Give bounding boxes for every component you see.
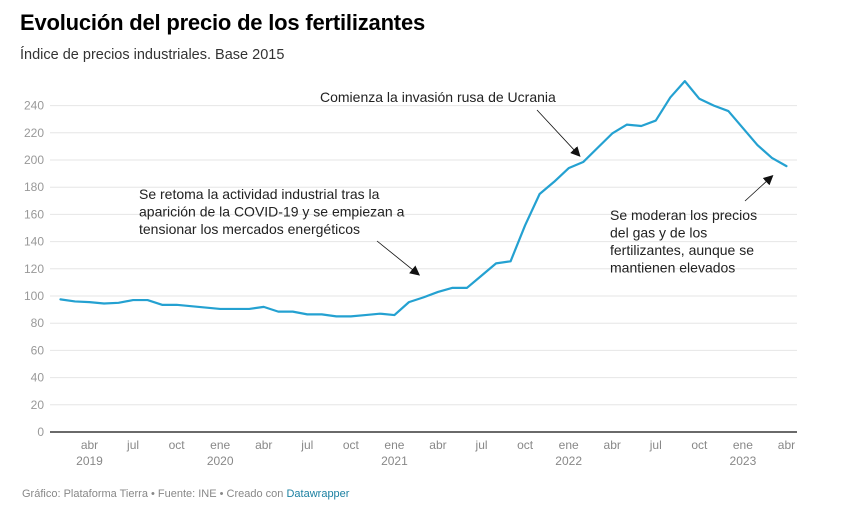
footer-credit: Gráfico: Plataforma Tierra • Fuente: INE… (22, 488, 349, 500)
annotation-text-line: fertilizantes, aunque se (610, 242, 754, 258)
annotation-text-line: mantienen elevados (610, 260, 735, 276)
x-tick-year-label: 2019 (76, 454, 103, 468)
x-tick-label: jul (475, 438, 488, 452)
annotation-text-line: Comienza la invasión rusa de Ucrania (320, 89, 556, 105)
annotation-1: Comienza la invasión rusa de Ucrania (320, 89, 581, 157)
y-tick-label: 100 (24, 289, 44, 303)
chart-title: Evolución del precio de los fertilizante… (20, 10, 426, 35)
y-tick-label: 220 (24, 126, 44, 140)
x-tick-label: abr (604, 438, 621, 452)
y-tick-label: 140 (24, 235, 44, 249)
x-tick-label: oct (169, 438, 186, 452)
x-tick-label: abr (429, 438, 446, 452)
y-tick-label: 200 (24, 153, 44, 167)
x-tick-label: oct (343, 438, 360, 452)
x-tick-label: ene (384, 438, 404, 452)
x-tick-label: ene (733, 438, 753, 452)
y-tick-label: 180 (24, 180, 44, 194)
annotation-arrow (536, 109, 581, 157)
datawrapper-link[interactable]: Datawrapper (286, 488, 350, 500)
y-tick-label: 240 (24, 99, 44, 113)
annotation-text-line: tensionar los mercados energéticos (139, 221, 360, 237)
x-tick-label: abr (778, 438, 795, 452)
annotation-text-line: Se retoma la actividad industrial tras l… (139, 186, 380, 202)
x-tick-year-label: 2020 (207, 454, 234, 468)
footer-credit-text: Gráfico: Plataforma Tierra • Fuente: INE… (22, 488, 287, 500)
x-tick-label: abr (81, 438, 98, 452)
y-tick-label: 120 (24, 262, 44, 276)
x-tick-label: jul (126, 438, 139, 452)
y-tick-label: 60 (31, 343, 45, 357)
annotation-arrow (376, 240, 421, 276)
series-layer (59, 80, 788, 318)
y-tick-label: 0 (37, 425, 44, 439)
x-tick-label: oct (517, 438, 534, 452)
x-tick-label: abr (255, 438, 272, 452)
x-tick-year-label: 2023 (730, 454, 757, 468)
y-tick-label: 80 (31, 316, 45, 330)
x-tick-label: ene (210, 438, 230, 452)
y-tick-label: 40 (31, 371, 45, 385)
x-tick-label: jul (300, 438, 313, 452)
x-axis-ticks: abr 2019 jul oct ene 2020 abr jul oct ene 2021 abr j… (76, 438, 795, 468)
y-axis-ticks: 0 20 40 60 80 100 120 140 160 180 200 220 240 (24, 99, 44, 439)
annotations: Comienza la invasión rusa de Ucrania Se r… (139, 89, 774, 276)
x-tick-label: jul (649, 438, 662, 452)
x-tick-year-label: 2021 (381, 454, 408, 468)
x-tick-label: ene (559, 438, 579, 452)
gridlines (50, 105, 797, 406)
annotation-2: Se retoma la actividad industrial tras l… (139, 186, 421, 276)
annotation-arrow (744, 174, 774, 202)
annotation-text-line: aparición de la COVID-19 y se empiezan a (139, 204, 405, 220)
x-tick-label: oct (691, 438, 708, 452)
y-tick-label: 160 (24, 207, 44, 221)
annotation-3: Se moderan los precios del gas y de losfe… (610, 174, 774, 276)
annotation-text-line: del gas y de los (610, 225, 707, 241)
chart-subtitle: Índice de precios industriales. Base 201… (20, 47, 285, 63)
annotation-text-line: Se moderan los precios (610, 207, 757, 223)
x-tick-year-label: 2022 (555, 454, 582, 468)
y-tick-label: 20 (31, 398, 45, 412)
series-line (59, 80, 788, 318)
